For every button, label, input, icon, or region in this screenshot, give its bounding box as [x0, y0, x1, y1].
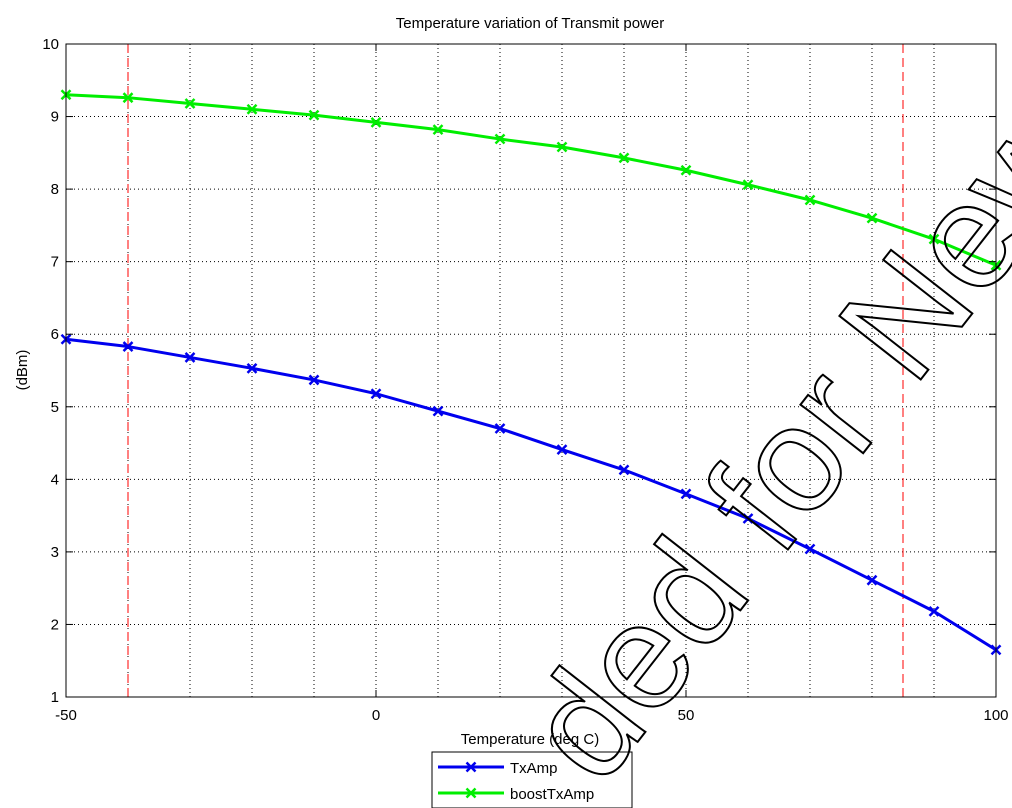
- data-point-boosttxamp: [308, 109, 320, 121]
- reference-lines: [127, 44, 904, 697]
- marker-stroke: [742, 513, 754, 524]
- data-point-boosttxamp: [494, 133, 506, 145]
- marker-stroke: [866, 574, 878, 586]
- y-tick-label: 3: [51, 544, 59, 561]
- data-point-boosttxamp: [866, 212, 878, 224]
- data-point-txamp: [618, 464, 630, 476]
- x-tick-label: 100: [983, 707, 1008, 724]
- marker-stroke: [556, 141, 568, 153]
- marker-stroke: [618, 152, 630, 164]
- series-line-txamp: [65, 337, 997, 652]
- data-point-boosttxamp: [246, 103, 258, 115]
- legend-marker-boosttxamp: [465, 787, 477, 799]
- data-point-txamp: [184, 352, 196, 363]
- data-point-boosttxamp: [618, 152, 630, 164]
- marker-stroke: [928, 233, 940, 245]
- marker-stroke: [618, 464, 630, 476]
- marker-stroke: [680, 164, 692, 176]
- marker-stroke: [122, 341, 134, 352]
- marker-stroke: [465, 761, 477, 773]
- marker-stroke: [184, 352, 196, 363]
- legend: TxAmp boostTxAmp: [431, 751, 633, 808]
- legend-box: [431, 751, 633, 808]
- data-point-txamp: [680, 488, 692, 500]
- data-point-boosttxamp: [928, 233, 940, 245]
- y-tick-label: 7: [51, 254, 59, 271]
- data-point-boosttxamp: [804, 194, 816, 206]
- data-point-txamp: [122, 341, 134, 352]
- marker-stroke: [122, 92, 134, 104]
- data-point-txamp: [866, 574, 878, 586]
- x-tick-label: -50: [55, 707, 77, 724]
- marker-stroke: [742, 179, 754, 191]
- marker-stroke: [184, 98, 196, 109]
- chart-title: Temperature variation of Transmit power: [396, 15, 664, 32]
- data-point-boosttxamp: [680, 164, 692, 176]
- legend-item-boosttxamp: boostTxAmp: [438, 786, 594, 803]
- marker-stroke: [370, 388, 382, 400]
- data-point-boosttxamp: [742, 179, 754, 191]
- y-tick-label: 10: [42, 36, 59, 53]
- marker-stroke: [556, 444, 568, 455]
- marker-stroke: [804, 194, 816, 206]
- marker-stroke: [928, 606, 940, 617]
- marker-stroke: [432, 405, 444, 417]
- legend-label-txamp: TxAmp: [510, 760, 558, 777]
- marker-stroke: [866, 212, 878, 224]
- y-axis-label: (dBm): [14, 350, 31, 391]
- marker-stroke: [432, 124, 444, 135]
- marker-stroke: [804, 543, 816, 555]
- marker-stroke: [494, 423, 506, 434]
- marker-stroke: [370, 116, 382, 128]
- data-point-txamp: [494, 423, 506, 434]
- axis-ticks: -50 0 50 100 1 2 3 4 5 6 7 8 9 10: [42, 36, 1008, 724]
- marker-stroke: [494, 133, 506, 145]
- data-point-boosttxamp: [184, 98, 196, 109]
- x-axis-label: Temperature (deg C): [461, 731, 599, 748]
- marker-stroke: [308, 374, 320, 386]
- y-tick-label: 8: [51, 181, 59, 198]
- data-point-txamp: [928, 606, 940, 617]
- legend-label-boosttxamp: boostTxAmp: [510, 786, 594, 803]
- marker-stroke: [246, 362, 258, 374]
- plot-frame: [65, 43, 997, 698]
- y-tick-label: 6: [51, 326, 59, 343]
- data-point-boosttxamp: [432, 124, 444, 135]
- data-point-txamp: [556, 444, 568, 455]
- marker-stroke: [246, 103, 258, 115]
- x-tick-label: 50: [678, 707, 695, 724]
- y-tick-label: 2: [51, 616, 59, 633]
- data-point-txamp: [742, 513, 754, 524]
- legend-item-txamp: TxAmp: [438, 760, 558, 777]
- data-point-txamp: [246, 362, 258, 374]
- data-point-txamp: [370, 388, 382, 400]
- y-tick-label: 5: [51, 399, 59, 416]
- series-line-boosttxamp: [65, 93, 997, 267]
- grid-lines: [66, 44, 996, 697]
- data-point-txamp: [308, 374, 320, 386]
- legend-marker-txamp: [465, 761, 477, 773]
- data-series: [60, 89, 1002, 656]
- data-point-boosttxamp: [556, 141, 568, 153]
- marker-stroke: [308, 109, 320, 121]
- data-point-boosttxamp: [370, 116, 382, 128]
- watermark: ded for New De: [493, 0, 1012, 808]
- y-tick-label: 4: [51, 471, 59, 488]
- data-point-boosttxamp: [122, 92, 134, 104]
- marker-stroke: [680, 488, 692, 500]
- y-tick-label: 1: [51, 689, 59, 706]
- marker-stroke: [465, 787, 477, 799]
- data-point-txamp: [804, 543, 816, 555]
- x-tick-label: 0: [372, 707, 380, 724]
- y-tick-label: 9: [51, 109, 59, 126]
- data-point-txamp: [432, 405, 444, 417]
